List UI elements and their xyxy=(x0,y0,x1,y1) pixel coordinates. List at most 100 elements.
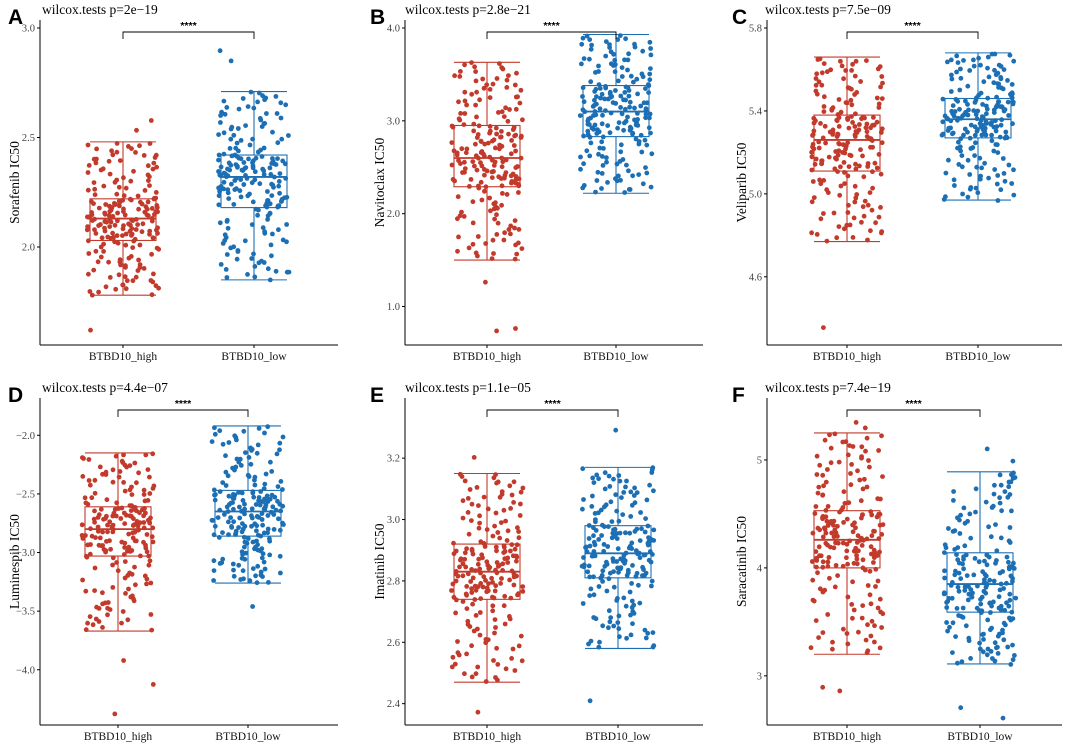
data-point xyxy=(832,584,838,590)
data-point xyxy=(846,500,852,506)
data-point xyxy=(240,96,246,101)
data-point xyxy=(477,97,482,103)
data-point xyxy=(504,85,510,90)
data-point xyxy=(277,440,283,446)
data-point xyxy=(601,146,606,151)
data-point xyxy=(848,471,853,476)
data-point xyxy=(479,149,485,154)
data-point xyxy=(137,242,143,248)
data-point xyxy=(864,134,870,139)
data-point xyxy=(501,543,507,549)
data-point xyxy=(972,556,978,561)
data-point xyxy=(852,73,858,79)
data-point xyxy=(216,202,222,208)
data-point xyxy=(586,536,592,541)
data-point xyxy=(275,498,280,504)
data-point xyxy=(966,107,971,113)
data-point xyxy=(85,224,90,230)
data-point xyxy=(645,630,651,636)
data-point xyxy=(615,620,621,625)
data-point xyxy=(614,559,620,564)
data-point xyxy=(140,221,146,227)
data-point xyxy=(217,489,223,494)
data-point xyxy=(114,191,120,197)
data-point xyxy=(519,658,525,664)
data-point xyxy=(821,211,826,216)
data-point xyxy=(840,142,846,148)
data-point xyxy=(648,184,654,190)
data-point xyxy=(983,499,989,505)
data-point xyxy=(122,559,128,564)
data-point xyxy=(261,145,267,151)
data-point xyxy=(824,238,830,244)
data-point xyxy=(246,455,252,460)
data-point xyxy=(632,485,637,491)
data-point xyxy=(463,564,469,570)
data-point xyxy=(981,637,986,642)
data-point xyxy=(136,470,142,476)
data-point xyxy=(820,492,826,498)
data-point xyxy=(984,103,989,109)
data-point xyxy=(451,148,457,154)
data-point xyxy=(643,106,649,112)
data-point xyxy=(961,505,967,511)
x-tick-label: BTBD10_low xyxy=(215,731,281,743)
data-point xyxy=(642,529,648,535)
data-point xyxy=(250,199,256,205)
data-point xyxy=(506,131,511,137)
data-point xyxy=(880,522,886,527)
data-point xyxy=(616,518,622,524)
data-point xyxy=(237,515,243,521)
data-point xyxy=(617,478,623,484)
data-point xyxy=(462,671,467,677)
data-point xyxy=(151,483,157,489)
data-point xyxy=(473,568,478,573)
y-axis-label: Veliparib IC50 xyxy=(734,142,749,222)
data-point xyxy=(476,183,481,189)
data-point xyxy=(600,568,606,574)
data-point xyxy=(114,141,120,146)
data-point xyxy=(841,626,846,632)
data-point xyxy=(148,580,154,586)
data-point xyxy=(254,528,259,534)
data-point xyxy=(92,477,98,483)
data-point xyxy=(874,95,880,101)
data-point xyxy=(817,462,823,468)
data-point xyxy=(827,575,832,581)
data-point xyxy=(1012,475,1018,480)
data-point xyxy=(449,140,455,146)
data-point xyxy=(951,177,957,183)
data-point xyxy=(623,97,628,103)
data-point xyxy=(853,525,858,531)
data-point xyxy=(142,506,147,511)
data-point xyxy=(875,578,881,584)
data-point xyxy=(813,618,819,623)
data-point xyxy=(1006,603,1012,609)
data-point xyxy=(470,159,476,165)
data-point xyxy=(455,248,460,254)
data-point xyxy=(831,210,837,216)
data-point xyxy=(93,160,99,166)
data-point xyxy=(469,567,474,572)
data-point xyxy=(513,326,518,331)
data-point xyxy=(599,139,605,145)
data-point xyxy=(107,275,113,280)
data-point xyxy=(226,160,232,166)
data-point xyxy=(520,117,525,123)
data-point xyxy=(876,448,881,453)
data-point xyxy=(469,546,475,552)
data-point xyxy=(263,471,269,477)
data-point xyxy=(473,69,478,74)
data-point xyxy=(998,482,1004,488)
data-point xyxy=(581,161,586,167)
data-point xyxy=(254,538,259,544)
data-point xyxy=(587,593,593,598)
data-point xyxy=(871,560,876,565)
data-point xyxy=(220,530,225,535)
data-point xyxy=(514,70,519,76)
data-point xyxy=(230,561,236,567)
data-point xyxy=(590,493,595,499)
y-tick-label: 3 xyxy=(757,671,762,682)
data-point xyxy=(500,561,506,567)
data-point xyxy=(518,489,524,495)
